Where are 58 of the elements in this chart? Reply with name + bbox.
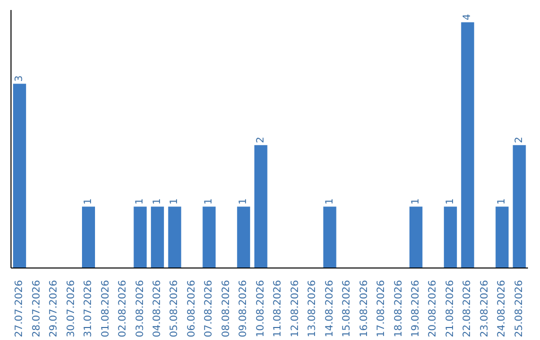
bar (409, 206, 422, 268)
data-label: 4 (462, 14, 474, 20)
x-tick-label: 27.07.2026 (14, 280, 26, 338)
x-tick-label: 04.08.2026 (152, 280, 163, 338)
x-tick-label: 11.08.2026 (272, 280, 284, 338)
x-tick-label: 17.08.2026 (376, 280, 388, 338)
x-tick-label: 19.08.2026 (410, 280, 422, 338)
x-tick-label: 08.08.2026 (220, 280, 232, 338)
x-tick-label: 28.07.2026 (31, 280, 42, 338)
x-tick-label: 16.08.2026 (358, 280, 370, 338)
x-tick-label: 29.07.2026 (48, 280, 60, 338)
data-label: 1 (204, 198, 215, 205)
x-tick-label: 25.08.2026 (514, 280, 525, 338)
data-label: 1 (83, 198, 94, 205)
x-tick-label: 23.08.2026 (479, 280, 490, 338)
data-label: 1 (134, 198, 146, 205)
data-label: 1 (169, 198, 180, 205)
data-label: 2 (255, 136, 266, 144)
x-tick-label: 01.08.2026 (100, 280, 112, 338)
x-tick-label: 30.07.2026 (66, 280, 77, 338)
data-label: 2 (514, 136, 525, 144)
x-tick-label: 24.08.2026 (496, 280, 508, 338)
x-tick-label: 02.08.2026 (118, 280, 129, 338)
x-tick-label: 13.08.2026 (307, 280, 318, 338)
x-tick-label: 21.08.2026 (444, 280, 456, 338)
x-tick-label: 06.08.2026 (186, 280, 198, 338)
data-label: 1 (238, 198, 250, 205)
bar (202, 206, 216, 268)
x-tick-label: 07.08.2026 (204, 280, 215, 338)
bar (237, 206, 250, 268)
bar (512, 145, 526, 268)
data-label: 1 (496, 198, 508, 205)
x-tick-label: 18.08.2026 (393, 280, 404, 338)
bar (168, 206, 182, 268)
x-tick-label: 09.08.2026 (238, 280, 250, 338)
bar (444, 206, 457, 268)
data-label: 1 (324, 198, 336, 205)
bar (496, 206, 509, 268)
data-label: 3 (14, 75, 26, 82)
bar (82, 206, 95, 268)
x-tick-label: 31.07.2026 (83, 280, 94, 338)
x-tick-label: 03.08.2026 (134, 280, 146, 338)
bar (323, 206, 336, 268)
bar (13, 84, 26, 268)
x-tick-label: 22.08.2026 (462, 280, 474, 338)
data-label: 1 (444, 198, 456, 205)
x-tick-label: 05.08.2026 (169, 280, 180, 338)
data-label: 1 (410, 198, 422, 205)
x-tick-label: 14.08.2026 (324, 280, 336, 338)
x-tick-label: 12.08.2026 (290, 280, 301, 338)
x-tick-label: 20.08.2026 (428, 280, 439, 338)
bar (150, 206, 164, 268)
bar (254, 145, 268, 268)
x-tick-label: 15.08.2026 (342, 280, 353, 338)
data-label: 1 (152, 198, 163, 205)
bar (461, 22, 474, 268)
bar (134, 206, 147, 268)
x-tick-label: 10.08.2026 (255, 280, 266, 338)
